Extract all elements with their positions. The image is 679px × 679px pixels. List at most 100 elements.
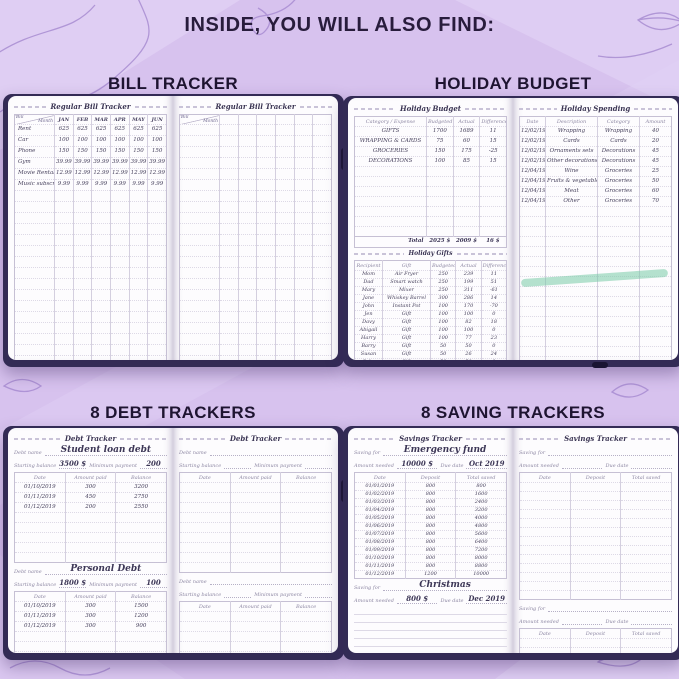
table-cell xyxy=(115,542,167,553)
table-cell: 3200 xyxy=(115,482,167,493)
table-cell xyxy=(620,563,672,573)
page-heading-text: Regular Bill Tracker xyxy=(50,102,131,111)
corner-bill-label: Bill xyxy=(181,115,189,120)
table-cell xyxy=(72,223,92,235)
bill-table-body: Rent 625 625 625 625 625 625 Car 100 100 100 100 100… xyxy=(14,124,167,360)
table-cell: 800 xyxy=(404,554,456,563)
table-row: 01/07/2019 800 5600 xyxy=(354,530,507,539)
table-cell xyxy=(128,201,148,213)
table-row: WRAPPING & CARDS 75 60 15 xyxy=(354,136,507,147)
table-cell xyxy=(14,641,66,652)
table-cell xyxy=(229,512,281,523)
table-cell xyxy=(219,146,239,158)
table-cell xyxy=(519,346,546,357)
table-cell xyxy=(293,234,313,246)
table-cell xyxy=(354,206,427,217)
table-cell xyxy=(597,236,640,247)
table-cell xyxy=(639,346,672,357)
table-cell xyxy=(256,289,276,301)
table-cell xyxy=(219,267,239,279)
table-cell xyxy=(256,168,276,180)
table-cell xyxy=(219,212,239,224)
table-cell: Ornaments sets xyxy=(545,146,598,157)
minimum-payment-blank xyxy=(304,588,333,598)
saving-for-label: Saving for xyxy=(519,450,546,456)
bill-table-header: Bill Month JAN FEB MAR APR MAY JUN xyxy=(14,114,167,125)
empty-table-row xyxy=(14,552,167,563)
empty-table-row xyxy=(354,216,507,227)
minimum-payment-label: Minimum payment xyxy=(89,463,137,469)
table-cell xyxy=(569,536,621,546)
table-cell: Mary xyxy=(354,286,383,295)
table-cell xyxy=(620,500,672,510)
table-row: Gym 39.99 39.99 39.99 39.99 39.99 39.99 xyxy=(14,157,167,169)
table-cell xyxy=(14,234,55,246)
table-cell xyxy=(147,212,167,224)
table-cell xyxy=(293,267,313,279)
table-row: GROCERIES 150 175 -25 xyxy=(354,146,507,157)
table-cell: 01/12/2019 xyxy=(14,502,66,513)
table-cell: Gift xyxy=(382,326,431,335)
table-cell xyxy=(639,316,672,327)
table-cell xyxy=(14,245,55,257)
table-cell xyxy=(237,201,257,213)
table-cell: Mixer xyxy=(382,286,431,295)
table-cell xyxy=(519,256,546,267)
corner-month-label: Month xyxy=(203,119,218,124)
corner-bill-label: Bill xyxy=(16,115,24,120)
table-cell: Balance xyxy=(115,472,167,483)
bill-month-corner-cell: Bill Month xyxy=(14,114,55,125)
table-cell xyxy=(620,491,672,501)
table-cell: 12/02/19 xyxy=(519,126,546,137)
table-cell xyxy=(452,166,480,177)
table-cell: Category xyxy=(597,116,640,127)
table-cell xyxy=(128,245,148,257)
table-cell xyxy=(519,306,546,317)
table-cell xyxy=(274,322,295,334)
table-cell xyxy=(620,554,672,564)
page-heading: Debt Tracker xyxy=(179,434,332,443)
page-heading: Holiday Budget xyxy=(354,104,507,113)
table-cell xyxy=(72,256,92,268)
table-cell: Date xyxy=(179,601,231,612)
table-cell: 50 xyxy=(639,176,672,187)
table-cell xyxy=(115,631,167,642)
table-cell xyxy=(620,590,672,600)
table-cell xyxy=(256,234,276,246)
table-cell xyxy=(569,581,621,591)
table-cell xyxy=(597,256,640,267)
empty-table-row xyxy=(179,611,332,622)
table-cell: JUN xyxy=(147,114,167,125)
table-cell xyxy=(229,492,281,503)
table-cell: Decorations xyxy=(597,156,640,167)
table-row: 12/02/19 Ornaments sets Decorations 45 xyxy=(519,146,672,157)
table-row: Susan Gift 50 26 24 xyxy=(354,350,507,359)
table-row: 01/10/2019 800 8000 xyxy=(354,554,507,563)
empty-table-row xyxy=(519,256,672,267)
table-cell xyxy=(639,276,672,287)
table-cell xyxy=(219,179,239,191)
table-cell xyxy=(229,552,281,563)
table-cell xyxy=(597,296,640,307)
table-cell: 0 xyxy=(480,310,507,319)
savings-tracker-left-page: Savings Tracker Saving for Emergency fun… xyxy=(348,428,513,653)
debt-balance-line: Starting balance Minimum payment xyxy=(179,459,333,469)
table-cell: 200 xyxy=(64,502,116,513)
table-cell: Wrapping xyxy=(545,126,598,137)
table-row: 12/02/19 Cards Cards 20 xyxy=(519,136,672,147)
table-cell: Date xyxy=(519,116,546,127)
table-cell xyxy=(354,176,427,187)
table-cell: Actual xyxy=(452,116,480,127)
debt-name-line: Debt name Student loan debt xyxy=(14,446,167,456)
table-cell xyxy=(219,223,239,235)
empty-table-row xyxy=(14,234,167,246)
table-cell xyxy=(54,355,74,360)
table-cell xyxy=(14,522,66,533)
empty-table-row xyxy=(179,322,332,334)
starting-balance-label: Starting balance xyxy=(14,582,57,588)
table-cell: 01/11/2019 xyxy=(354,562,406,571)
table-cell xyxy=(219,344,239,356)
table-cell xyxy=(54,256,74,268)
table-cell xyxy=(219,114,239,125)
table-cell: 50 xyxy=(429,342,456,351)
